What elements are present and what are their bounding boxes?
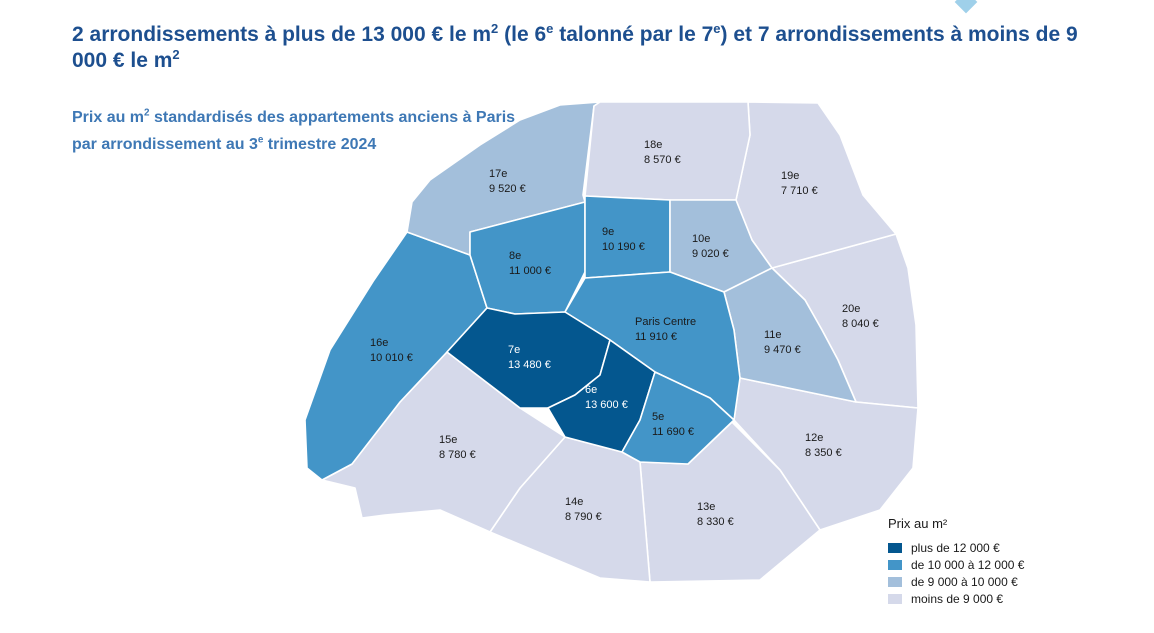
district-label-paris-centre: Paris Centre 11 910 € [635, 316, 696, 343]
legend-label: de 9 000 à 10 000 € [911, 574, 1018, 589]
district-label-17e: 17e 9 520 € [489, 168, 526, 195]
district-label-11e: 11e 9 470 € [764, 329, 801, 356]
legend-item-class-1: plus de 12 000 € [888, 539, 1024, 556]
district-name: 12e [805, 432, 823, 444]
district-price: 9 520 € [489, 183, 526, 195]
district-price: 11 000 € [509, 265, 551, 277]
map-subtitle: Prix au m2 standardisés des appartements… [72, 107, 516, 153]
district-price: 8 040 € [842, 318, 879, 330]
legend-label: moins de 9 000 € [911, 591, 1004, 606]
headline: 2 arrondissements à plus de 13 000 € le … [72, 21, 1078, 72]
district-price: 13 600 € [585, 399, 628, 411]
district-price: 8 570 € [644, 154, 681, 166]
district-18e [584, 101, 751, 201]
district-label-5e: 5e 11 690 € [652, 411, 694, 438]
district-name: 5e [652, 411, 664, 423]
district-label-16e: 16e 10 010 € [370, 337, 413, 364]
district-label-8e: 8e 11 000 € [509, 250, 551, 277]
district-label-14e: 14e 8 790 € [565, 496, 602, 523]
district-name: 18e [644, 139, 662, 151]
district-label-20e: 20e 8 040 € [842, 303, 879, 330]
district-name: 7e [508, 344, 520, 356]
district-name: 13e [697, 501, 715, 513]
legend-label: plus de 12 000 € [911, 540, 1000, 555]
district-label-9e: 9e 10 190 € [602, 226, 645, 253]
district-name: 14e [565, 496, 583, 508]
district-9e [584, 195, 671, 279]
district-price: 11 690 € [652, 426, 694, 438]
district-price: 8 780 € [439, 449, 476, 461]
district-label-7e: 7e 13 480 € [508, 344, 551, 371]
legend-swatch [888, 542, 902, 553]
district-5e [621, 371, 735, 465]
legend-label: de 10 000 à 12 000 € [911, 557, 1025, 572]
district-label-10e: 10e 9 020 € [692, 233, 729, 260]
district-name: 20e [842, 303, 860, 315]
district-17e [406, 101, 601, 256]
district-price: 8 790 € [565, 511, 602, 523]
district-name: 11e [764, 329, 782, 341]
district-label-6e: 6e 13 600 € [585, 384, 628, 411]
map-legend: Prix au m² plus de 12 000 € de 10 000 à … [888, 516, 1024, 607]
district-name: 10e [692, 233, 710, 245]
district-name: 17e [489, 168, 507, 180]
district-label-15e: 15e 8 780 € [439, 434, 476, 461]
legend-swatch [888, 593, 902, 604]
district-price: 8 350 € [805, 447, 842, 459]
legend-swatch [888, 576, 902, 587]
district-name: 6e [585, 384, 597, 396]
district-name: 19e [781, 170, 799, 182]
district-price: 9 470 € [764, 344, 801, 356]
district-name: Paris Centre [635, 316, 696, 328]
legend-swatch [888, 559, 902, 570]
district-name: 15e [439, 434, 457, 446]
district-price: 10 190 € [602, 241, 645, 253]
district-name: 9e [602, 226, 614, 238]
district-label-12e: 12e 8 350 € [805, 432, 842, 459]
district-12e [733, 377, 919, 531]
district-price: 10 010 € [370, 352, 413, 364]
district-label-18e: 18e 8 570 € [644, 139, 681, 166]
district-price: 7 710 € [781, 185, 818, 197]
district-price: 9 020 € [692, 248, 729, 260]
legend-item-class-2: de 10 000 à 12 000 € [888, 556, 1024, 573]
district-label-13e: 13e 8 330 € [697, 501, 734, 528]
district-price: 13 480 € [508, 359, 551, 371]
district-label-19e: 19e 7 710 € [781, 170, 818, 197]
district-name: 16e [370, 337, 388, 349]
district-price: 11 910 € [635, 331, 677, 343]
legend-item-class-3: de 9 000 à 10 000 € [888, 573, 1024, 590]
legend-title: Prix au m² [888, 516, 948, 531]
legend-item-class-4: moins de 9 000 € [888, 590, 1024, 607]
district-name: 8e [509, 250, 521, 262]
district-price: 8 330 € [697, 516, 734, 528]
